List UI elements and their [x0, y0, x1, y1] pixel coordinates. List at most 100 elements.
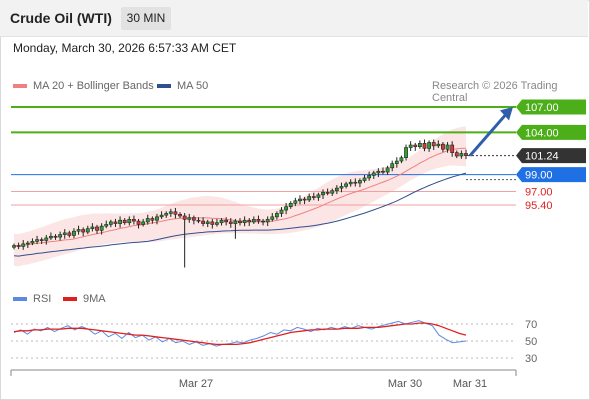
candle — [247, 218, 252, 227]
candle-body — [450, 144, 455, 153]
candle — [35, 235, 39, 245]
level-label-107-00: 107.00 — [525, 102, 559, 114]
candle-body — [141, 221, 146, 225]
ma20-swatch — [13, 84, 27, 89]
candle — [53, 234, 58, 240]
candle-body — [76, 229, 81, 232]
candle-body — [30, 241, 35, 244]
candle-body — [353, 181, 358, 184]
candle — [288, 201, 293, 209]
candle-body — [270, 216, 275, 220]
candle — [122, 218, 127, 225]
candle — [58, 231, 63, 241]
candle — [436, 140, 441, 148]
chart-header: Crude Oil (WTI) 30 MIN — [0, 0, 588, 37]
candle-body — [145, 218, 150, 223]
candle — [464, 149, 468, 160]
ma50-legend-label: MA 50 — [177, 80, 209, 92]
candle — [205, 219, 210, 228]
ma9-swatch — [63, 297, 77, 302]
ma20-legend-label: MA 20 + Bollinger Bands — [33, 80, 154, 92]
candle — [44, 234, 49, 245]
candle — [358, 178, 362, 188]
candle-body — [394, 160, 399, 164]
candle-body — [307, 196, 312, 201]
candle-body — [136, 220, 141, 225]
candle — [422, 139, 427, 152]
candle-body — [399, 157, 404, 162]
candle — [261, 218, 265, 226]
candle-body — [201, 220, 206, 224]
ma50-line — [13, 172, 467, 257]
timeframe-badge[interactable]: 30 MIN — [121, 7, 171, 30]
candle — [76, 225, 81, 235]
candle — [417, 140, 422, 149]
legend-ma9: 9MA — [63, 293, 106, 305]
candle-body — [459, 153, 464, 157]
candle-body — [242, 219, 247, 224]
candle — [72, 228, 76, 239]
candle — [12, 243, 16, 250]
candle-body — [325, 192, 330, 194]
candle-body — [284, 206, 289, 211]
candle-body — [408, 144, 413, 148]
candle-body — [44, 237, 49, 241]
candle-body — [404, 147, 408, 158]
candle — [210, 218, 215, 229]
candle-body — [168, 211, 173, 214]
candle — [413, 142, 418, 151]
bollinger-band-fill — [14, 126, 466, 267]
candle — [173, 207, 178, 219]
candle — [251, 216, 256, 225]
level-tag-107-00 — [516, 99, 586, 115]
candle-body — [422, 143, 427, 149]
candle-body — [35, 239, 39, 242]
ma9-legend-label: 9MA — [83, 293, 106, 305]
candle-body — [261, 220, 265, 223]
candle-body — [441, 143, 445, 150]
candle-body — [279, 209, 284, 214]
candle-body — [155, 216, 159, 221]
rsi-panel: 70 50 30 — [11, 319, 537, 365]
candle-body — [371, 172, 376, 176]
candle-body — [367, 175, 372, 179]
candle-body — [108, 221, 113, 225]
candle — [104, 220, 109, 229]
rsi-line — [13, 320, 467, 347]
candle-body — [348, 181, 353, 185]
candle-body — [85, 228, 90, 233]
candle — [62, 229, 67, 239]
candle-body — [215, 222, 219, 225]
candle — [242, 216, 247, 227]
candle-body — [90, 226, 95, 229]
candle — [334, 185, 339, 195]
candle-body — [182, 215, 187, 220]
candle-body — [311, 196, 316, 198]
candle — [21, 240, 26, 250]
rsi-tick-30: 30 — [525, 353, 537, 365]
candle — [178, 212, 182, 219]
candle — [274, 211, 279, 220]
candle-body — [385, 167, 390, 173]
candle — [150, 216, 155, 224]
candle-body — [196, 219, 201, 222]
candle-body — [81, 229, 86, 233]
candle-body — [274, 213, 279, 218]
candle — [279, 207, 284, 217]
candle — [39, 237, 44, 244]
rsi-tick-50: 50 — [525, 336, 537, 348]
candle — [454, 150, 459, 159]
level-label-95-40: 95.40 — [525, 200, 553, 212]
timestamp: Monday, March 30, 2026 6:57:33 AM CET — [13, 41, 237, 55]
candle-body — [95, 226, 99, 231]
candle — [371, 170, 376, 179]
candle — [141, 218, 146, 227]
candle — [459, 150, 464, 159]
candle — [298, 195, 302, 205]
candle-body — [99, 225, 104, 231]
candle-body — [464, 153, 468, 156]
level-tag-99-00 — [516, 167, 586, 183]
candle-body — [58, 234, 63, 238]
candle — [376, 168, 381, 178]
candle-body — [72, 230, 76, 236]
